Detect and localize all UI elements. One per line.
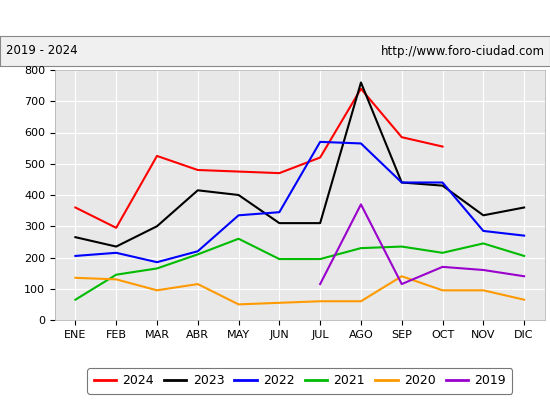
Legend: 2024, 2023, 2022, 2021, 2020, 2019: 2024, 2023, 2022, 2021, 2020, 2019 — [87, 368, 512, 394]
Text: Evolucion Nº Turistas Extranjeros en el municipio de Garrovillas de Alconétar: Evolucion Nº Turistas Extranjeros en el … — [0, 10, 550, 26]
Text: http://www.foro-ciudad.com: http://www.foro-ciudad.com — [381, 44, 544, 58]
Text: 2019 - 2024: 2019 - 2024 — [6, 44, 77, 58]
